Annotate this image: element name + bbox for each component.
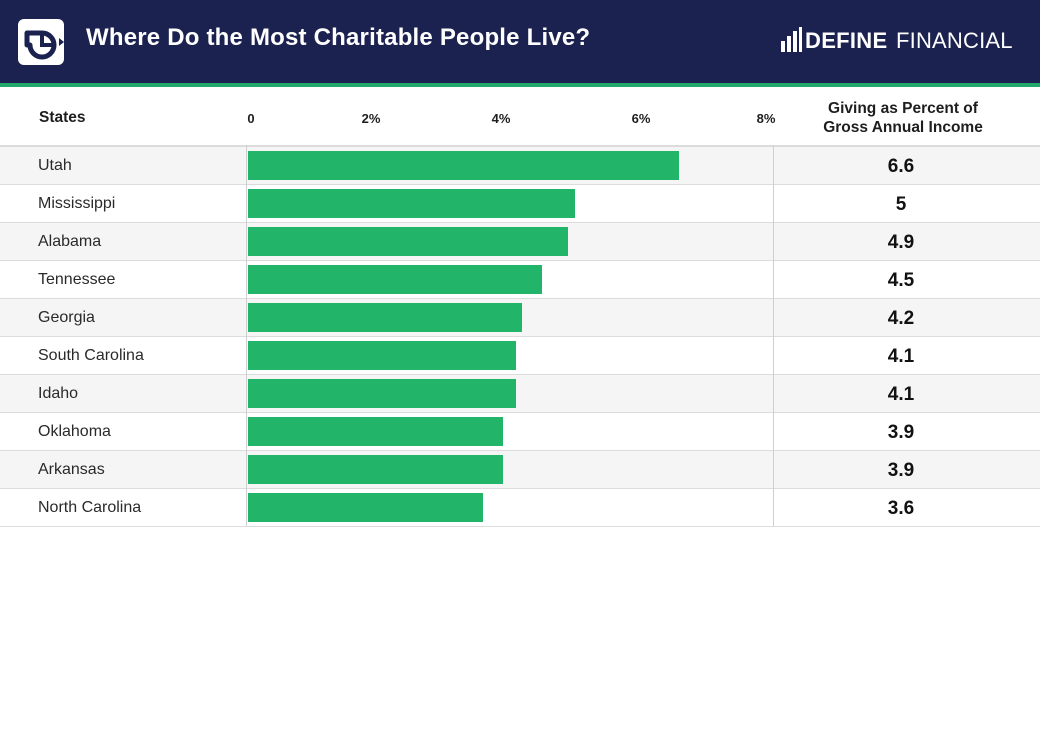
state-label: Alabama <box>38 233 102 250</box>
value-label: 6.6 <box>887 156 915 177</box>
table-row: Idaho 4.1 <box>0 375 1040 413</box>
value-label: 3.9 <box>887 422 915 443</box>
table-row: Tennessee 4.5 <box>0 261 1040 299</box>
bar <box>248 227 568 256</box>
value-label: 4.5 <box>887 270 915 291</box>
value-label: 3.6 <box>887 498 915 519</box>
state-label: Idaho <box>38 385 79 402</box>
state-label: Tennessee <box>38 271 116 288</box>
table-row: Oklahoma 3.9 <box>0 413 1040 451</box>
state-label: South Carolina <box>38 347 144 364</box>
bar <box>248 379 516 408</box>
bar <box>248 341 516 370</box>
bar <box>248 493 483 522</box>
value-header-line1: Giving as Percent of <box>828 100 978 117</box>
header-accent-stripe <box>0 83 1040 87</box>
x-tick-label: 4% <box>491 111 511 126</box>
value-label: 3.9 <box>887 460 915 481</box>
state-label: Arkansas <box>38 461 105 478</box>
x-tick-label: 8% <box>756 111 776 126</box>
bar <box>248 151 679 180</box>
x-tick-label: 0 <box>247 111 255 126</box>
chart-table: Utah 6.6 Mississippi 5 Alabama 4.9 Tennessee 4.… <box>0 145 1040 527</box>
table-row: Utah 6.6 <box>0 145 1040 185</box>
header-bar: Where Do the Most Charitable People Live… <box>0 0 1040 83</box>
bar <box>248 303 522 332</box>
bar <box>248 455 503 484</box>
table-row: North Carolina 3.6 <box>0 489 1040 527</box>
state-label: Utah <box>38 157 72 174</box>
app-logo-icon[interactable] <box>18 19 64 65</box>
table-row: Arkansas 3.9 <box>0 451 1040 489</box>
brand-name-bold: DEFINE <box>805 28 888 53</box>
state-label: Georgia <box>38 309 95 326</box>
value-column-header: Giving as Percent of Gross Annual Income <box>800 99 1006 137</box>
value-label: 4.2 <box>887 308 915 329</box>
states-column-header: States <box>39 109 86 126</box>
bar <box>248 189 575 218</box>
state-label: Mississippi <box>38 195 116 212</box>
table-row: Georgia 4.2 <box>0 299 1040 337</box>
state-label: North Carolina <box>38 499 142 516</box>
value-label: 4.1 <box>887 346 915 367</box>
brand-name-light: FINANCIAL <box>896 28 1013 53</box>
bar-area-left-border <box>246 145 247 526</box>
bar <box>248 265 542 294</box>
bar <box>248 417 503 446</box>
state-label: Oklahoma <box>38 423 111 440</box>
value-label: 5 <box>895 194 907 215</box>
page-title: Where Do the Most Charitable People Live… <box>86 24 591 51</box>
table-row: South Carolina 4.1 <box>0 337 1040 375</box>
value-header-line2: Gross Annual Income <box>823 119 983 136</box>
table-row: Mississippi 5 <box>0 185 1040 223</box>
value-label: 4.1 <box>887 384 915 405</box>
bar-area-right-border <box>773 145 774 526</box>
x-tick-label: 6% <box>631 111 651 126</box>
brand-bars-icon <box>781 27 802 52</box>
value-label: 4.9 <box>887 232 915 253</box>
x-tick-label: 2% <box>361 111 381 126</box>
table-row: Alabama 4.9 <box>0 223 1040 261</box>
